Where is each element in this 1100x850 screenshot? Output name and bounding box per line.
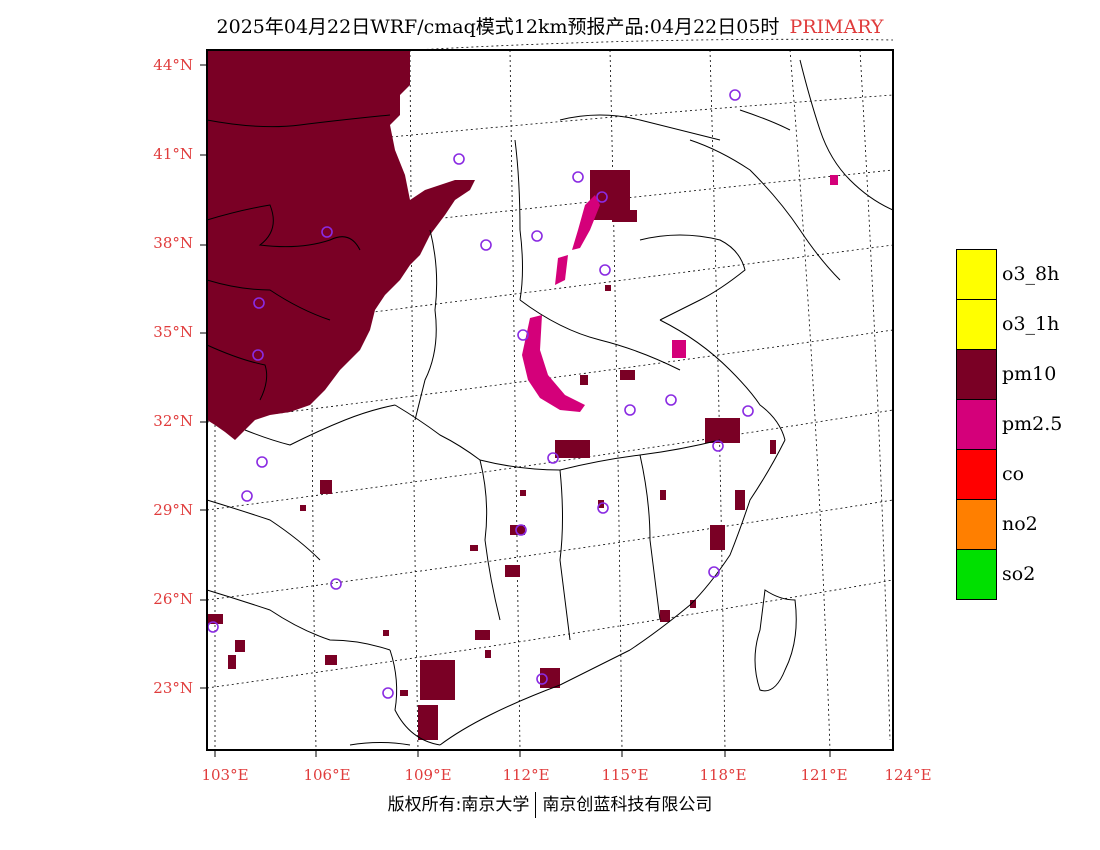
pm25-areas: [522, 175, 838, 412]
lat-label-26: 26°N: [153, 590, 193, 608]
lon-label-106: 106°E: [303, 766, 351, 784]
legend-swatch: [956, 249, 997, 300]
lon-label-109: 109°E: [404, 766, 452, 784]
legend-label: o3_8h: [1002, 263, 1060, 285]
legend-label: co: [1002, 463, 1025, 485]
pm10-areas: [207, 50, 776, 740]
legend-swatch: [956, 299, 997, 350]
lat-label-23: 23°N: [153, 679, 193, 697]
legend-label: o3_1h: [1002, 313, 1060, 335]
tick-marks: [200, 64, 831, 757]
lon-label-118: 118°E: [699, 766, 747, 784]
legend-label: no2: [1002, 513, 1038, 535]
title-tag: PRIMARY: [789, 16, 884, 38]
lon-label-112: 112°E: [502, 766, 550, 784]
map-frame: [206, 49, 894, 751]
copyright: 版权所有:南京大学 南京创蓝科技有限公司: [0, 790, 1100, 818]
legend-swatch: [956, 449, 997, 500]
legend-swatch: [956, 499, 997, 550]
legend-label: so2: [1002, 563, 1036, 585]
lat-label-41: 41°N: [153, 145, 193, 163]
lat-label-32: 32°N: [153, 412, 193, 430]
lat-label-38: 38°N: [153, 234, 193, 252]
copyright-separator: [535, 792, 537, 818]
legend-swatch: [956, 349, 997, 400]
lat-label-35: 35°N: [153, 323, 193, 341]
legend-swatch: [956, 399, 997, 450]
lon-label-121: 121°E: [800, 766, 848, 784]
title-text: 2025年04月22日WRF/cmaq模式12km预报产品:04月22日05时: [216, 16, 780, 38]
copyright-right: 南京创蓝科技有限公司: [542, 795, 713, 815]
legend-swatch: [956, 549, 997, 600]
map-title: 2025年04月22日WRF/cmaq模式12km预报产品:04月22日05时 P…: [0, 12, 1100, 39]
copyright-left: 版权所有:南京大学: [387, 795, 530, 815]
boundaries: [206, 59, 894, 746]
legend-label: pm10: [1002, 363, 1057, 385]
lon-label-115: 115°E: [601, 766, 649, 784]
lon-label-103: 103°E: [201, 766, 249, 784]
lat-label-44: 44°N: [153, 56, 193, 74]
legend-label: pm2.5: [1002, 413, 1063, 435]
city-markers: [207, 89, 754, 699]
lat-label-29: 29°N: [153, 501, 193, 519]
lon-label-124: 124°E: [884, 766, 932, 784]
